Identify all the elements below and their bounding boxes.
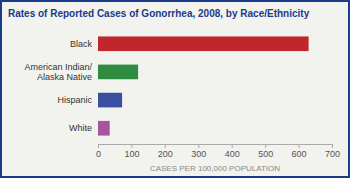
y-tick-label-line: Alaska Native	[37, 72, 92, 82]
x-tick-label: 0	[96, 149, 101, 159]
x-tick: 100	[124, 144, 139, 159]
x-tick-label: 100	[124, 149, 139, 159]
x-tick-mark	[332, 144, 333, 148]
x-axis-title: CASES PER 100,000 POPULATION	[150, 164, 280, 173]
chart: Rates of Reported Cases of Gonorrhea, 20…	[0, 0, 350, 178]
y-tick-label: American Indian/Alaska Native	[24, 62, 92, 82]
bars	[98, 36, 309, 135]
bar	[98, 36, 309, 51]
y-tick-label: Black	[70, 39, 93, 49]
y-tick-label-line: American Indian/	[24, 62, 92, 72]
x-tick-mark	[265, 144, 266, 148]
x-tick: 500	[258, 144, 273, 159]
background	[1, 1, 349, 177]
x-tick-mark	[165, 144, 166, 148]
x-tick-mark	[131, 144, 132, 148]
x-axis: 0 100 200 300 400 500 600 700	[96, 144, 340, 159]
y-tick: Black	[70, 39, 98, 49]
x-tick-label: 700	[325, 149, 340, 159]
x-tick-mark	[232, 144, 233, 148]
x-tick: 600	[292, 144, 307, 159]
x-tick-label: 500	[258, 149, 273, 159]
x-tick: 300	[191, 144, 206, 159]
x-tick-label: 400	[225, 149, 240, 159]
bar	[98, 65, 138, 80]
y-tick-label: White	[69, 123, 92, 133]
y-axis: White Hispanic American Indian/Alaska Nati…	[24, 39, 98, 133]
y-tick: White	[69, 123, 98, 133]
x-tick-mark	[299, 144, 300, 148]
bar	[98, 121, 110, 136]
bar	[98, 93, 122, 108]
x-tick-mark	[198, 144, 199, 148]
y-tick: American Indian/Alaska Native	[24, 62, 98, 82]
y-tick: Hispanic	[57, 95, 98, 105]
x-tick-label: 600	[292, 149, 307, 159]
x-axis-line	[99, 145, 333, 149]
plot: 0 100 200 300 400 500 600 700 White Hispanic Ameri…	[24, 36, 340, 159]
x-tick-mark	[98, 144, 99, 148]
x-tick: 400	[225, 144, 240, 159]
x-tick: 200	[158, 144, 173, 159]
x-tick-label: 200	[158, 149, 173, 159]
y-tick-label: Hispanic	[57, 95, 92, 105]
title: Rates of Reported Cases of Gonorrhea, 20…	[8, 8, 310, 19]
x-tick-label: 300	[191, 149, 206, 159]
x-tick: 0	[96, 144, 101, 159]
x-tick: 700	[325, 144, 340, 159]
